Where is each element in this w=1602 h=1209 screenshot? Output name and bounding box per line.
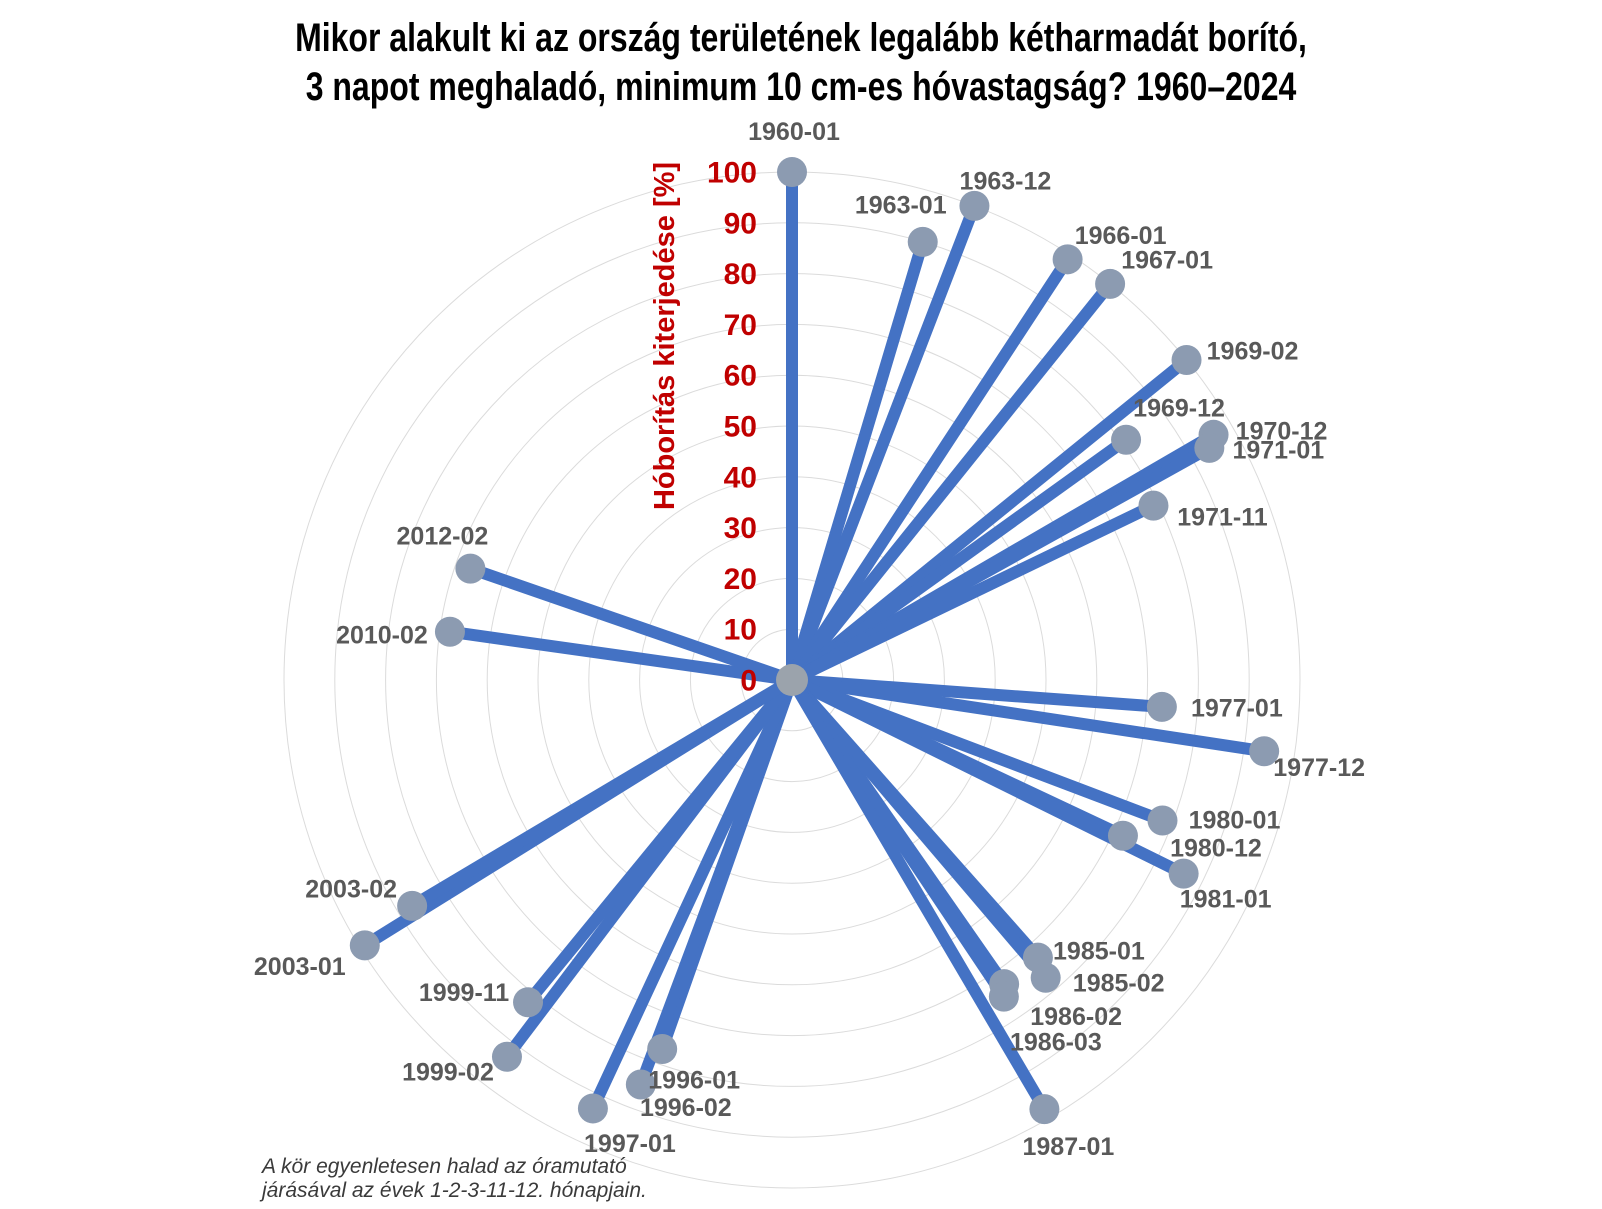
point-label: 2012-02 [397,522,489,550]
axis-tick-label: 20 [724,563,757,596]
axis-tick-label: 0 [740,665,757,698]
data-point [777,157,807,187]
axis-tick-label: 80 [724,258,757,291]
center-point [776,664,808,696]
axis-title: Hóborítás kiterjedése [%] [649,162,681,510]
point-label: 1963-01 [855,192,947,220]
point-label: 1999-11 [419,979,509,1007]
chart-footnote: A kör egyenletesen halad az óramutató já… [262,1155,647,1203]
point-label: 1969-12 [1133,394,1225,422]
data-point [455,553,486,584]
point-label: 1966-01 [1075,222,1167,250]
chart-title: Mikor alakult ki az ország területének l… [160,14,1442,112]
point-label: 1960-01 [748,118,840,146]
data-spoke [787,280,1115,684]
data-spoke [786,256,1073,684]
data-point [397,890,428,921]
data-point [1147,805,1178,836]
point-label: 1970-12 [1236,418,1328,446]
axis-tick-label: 70 [724,309,757,342]
point-label: 1986-02 [1030,1003,1122,1031]
axis-tick-label: 60 [724,360,757,393]
data-point [1029,1094,1060,1125]
data-spoke [468,562,794,686]
point-label: 2010-02 [336,621,428,649]
data-spoke [587,677,798,1111]
data-point [907,226,938,257]
point-label: 1977-01 [1191,695,1283,723]
data-point [959,190,990,221]
chart-title-line1: Mikor alakult ki az ország területének l… [295,16,1307,60]
data-point [1168,858,1199,889]
point-label: 1980-12 [1170,834,1262,862]
data-point [513,987,544,1018]
point-label: 1999-02 [402,1059,494,1087]
point-label: 1996-02 [640,1094,732,1122]
data-spoke [786,203,981,683]
data-point [349,930,380,961]
point-label: 1971-01 [1232,437,1324,465]
point-label: 1977-12 [1273,754,1365,782]
data-spoke [789,500,1157,686]
data-point [1146,691,1177,722]
point-label: 1971-11 [1177,503,1267,531]
data-point [1138,490,1169,521]
data-point [491,1041,522,1072]
axis-tick-label: 90 [724,207,757,240]
data-spoke [787,676,1051,982]
data-point [1052,244,1083,275]
point-label: 1969-02 [1207,338,1299,366]
axis-tick-label: 40 [724,461,757,494]
data-spoke [523,676,797,1007]
point-label: 1987-01 [1023,1133,1115,1161]
data-spoke [786,676,1050,1113]
point-label: 1985-01 [1053,937,1145,965]
point-label: 1996-01 [648,1067,740,1095]
footnote-line1: A kör egyenletesen halad az óramutató [262,1155,627,1178]
data-point [1194,432,1225,463]
data-spoke [788,434,1130,685]
point-label: 1963-12 [960,168,1052,196]
point-label: 1967-01 [1121,247,1213,275]
data-spoke [791,674,1266,758]
data-spoke [409,674,796,912]
data-point [625,1069,656,1100]
point-label: 2003-02 [305,876,397,904]
point-label: 1980-01 [1189,806,1281,834]
data-point [647,1033,678,1064]
data-point [1095,268,1126,299]
data-point [1111,424,1142,455]
footnote-line2: járásával az évek 1-2-3-11-12. hónapjain… [262,1179,647,1202]
point-label: 1986-03 [1010,1028,1102,1056]
axis-tick-label: 10 [724,614,757,647]
data-point [1249,736,1280,767]
data-point [1107,820,1138,851]
point-label: 1985-02 [1073,969,1165,997]
data-spoke [449,625,793,686]
point-label: 1997-01 [584,1130,676,1158]
point-label: 1981-01 [1180,885,1272,913]
data-point [434,616,465,647]
chart-title-line2: 3 napot meghaladó, minimum 10 cm-es hóva… [305,65,1297,109]
data-point [1030,962,1061,993]
axis-tick-label: 30 [724,512,757,545]
data-point [577,1093,608,1124]
axis-tick-label: 50 [724,411,757,444]
axis-tick-label: 100 [707,157,757,190]
data-point [988,981,1019,1012]
point-label: 2003-01 [254,953,346,981]
data-point [1171,344,1202,375]
